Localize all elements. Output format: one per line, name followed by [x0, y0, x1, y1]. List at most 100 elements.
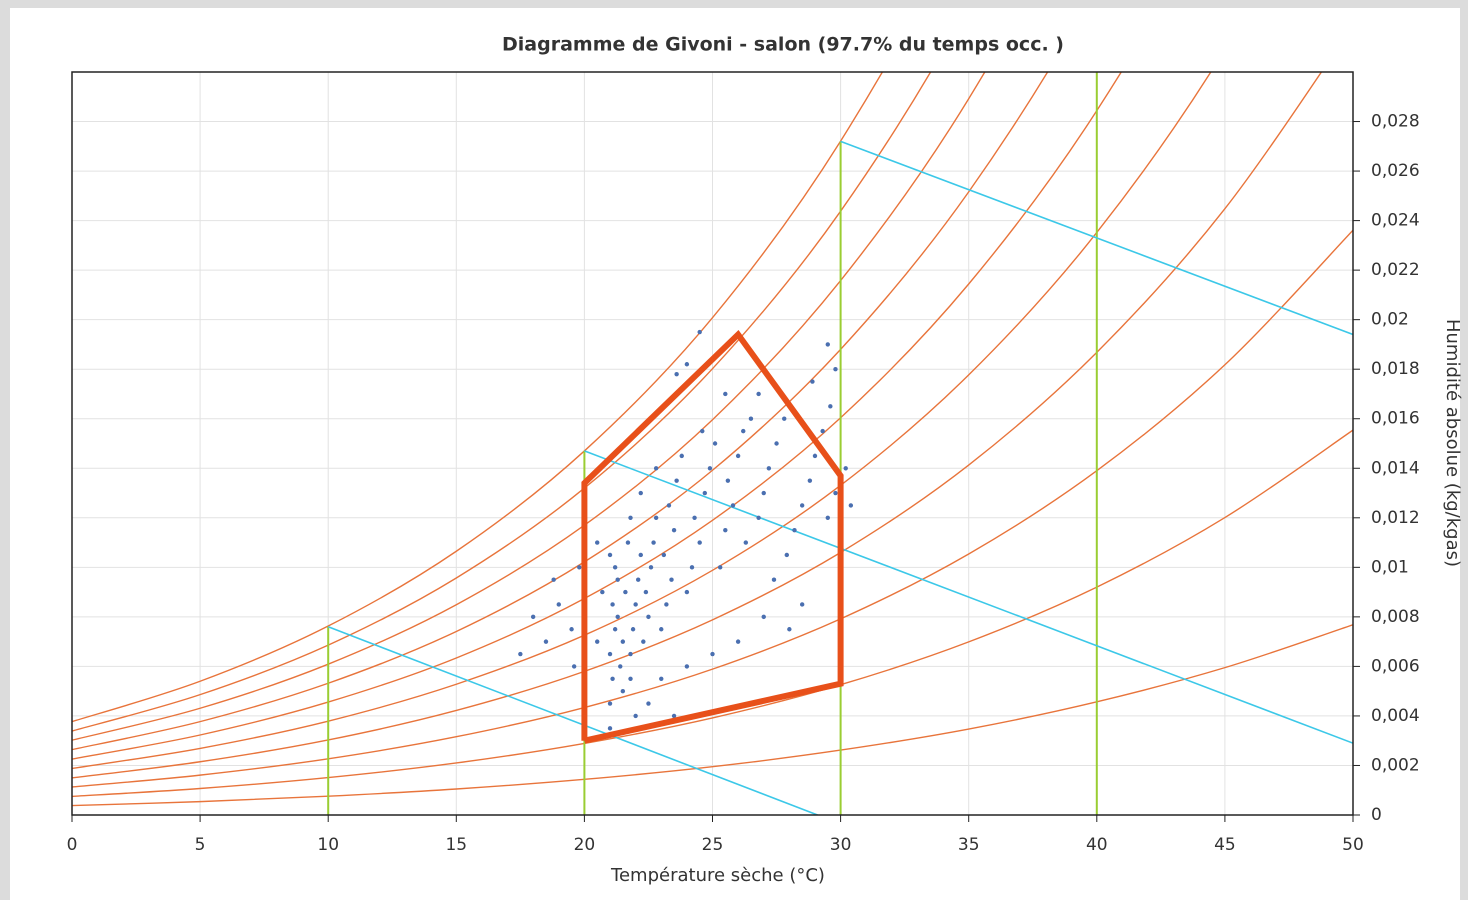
data-point: [630, 627, 636, 632]
y-tick-label: 0,02: [1371, 310, 1409, 330]
data-point: [610, 602, 615, 607]
data-point: [625, 540, 631, 545]
data-point: [659, 627, 664, 632]
data-point: [725, 478, 731, 483]
y-tick-label: 0,012: [1371, 508, 1420, 528]
data-point: [807, 478, 813, 483]
data-point: [833, 490, 838, 496]
data-point: [643, 589, 649, 595]
data-point: [638, 552, 643, 558]
x-tick-label: 50: [1342, 835, 1364, 855]
data-point: [518, 651, 523, 657]
y-tick-label: 0: [1371, 805, 1382, 825]
data-point: [730, 503, 736, 508]
axes: 0 5 10 15 20 25 30 35 40 45 50 0 0,002 0,004 0,006 0,00…: [67, 112, 1420, 855]
data-point: [674, 371, 679, 377]
y-tick-label: 0,016: [1371, 409, 1420, 429]
rh-curve: [72, 624, 1353, 807]
data-point: [825, 515, 830, 520]
data-point: [843, 466, 848, 471]
data-point: [628, 515, 633, 520]
data-point: [712, 441, 718, 446]
data-point: [607, 552, 613, 558]
rh-curve: [72, 72, 884, 723]
data-point: [684, 664, 690, 669]
x-tick-label: 15: [445, 835, 467, 855]
data-point: [615, 577, 620, 582]
data-point: [595, 540, 600, 545]
data-point: [530, 614, 536, 620]
rh-curve: [72, 72, 932, 732]
data-point: [692, 515, 697, 520]
data-point: [551, 577, 556, 582]
data-point: [641, 639, 646, 644]
y-tick-label: 0,002: [1371, 755, 1420, 775]
data-point: [569, 627, 574, 632]
data-point: [595, 639, 600, 644]
rh-curve: [72, 429, 1353, 798]
data-point: [577, 565, 582, 570]
data-point: [792, 527, 797, 533]
rh-curve: [72, 72, 1323, 779]
y-tick-label: 0,014: [1371, 458, 1420, 478]
data-point: [787, 627, 792, 632]
y-tick-label: 0,008: [1371, 607, 1420, 627]
data-point: [761, 490, 766, 496]
data-point: [820, 428, 825, 434]
y-tick-label: 0,026: [1371, 161, 1420, 181]
data-point: [723, 527, 728, 533]
data-point: [607, 651, 613, 657]
x-tick-label: 30: [830, 835, 852, 855]
data-point: [833, 367, 838, 372]
data-point: [653, 466, 659, 471]
data-point: [664, 602, 669, 607]
y-axis-label: Humidité absolue (kg/kgas): [1442, 319, 1463, 567]
data-point: [646, 701, 651, 706]
x-tick-label: 5: [195, 835, 206, 855]
data-point: [828, 404, 833, 409]
data-point: [679, 453, 684, 459]
data-point: [615, 614, 620, 620]
x-tick-label: 35: [958, 835, 980, 855]
data-point: [674, 478, 679, 483]
data-point: [700, 428, 705, 434]
data-point: [702, 490, 708, 496]
data-point: [810, 379, 815, 384]
data-point: [771, 577, 777, 582]
data-point: [766, 466, 772, 471]
data-point: [659, 676, 664, 681]
data-point: [741, 428, 746, 434]
data-point: [543, 639, 549, 644]
comfort-zone: [581, 329, 844, 744]
data-point: [717, 565, 723, 570]
data-point: [756, 391, 761, 397]
data-point: [671, 527, 677, 533]
data-point: [612, 565, 618, 570]
x-axis-label: Température sèche (°C): [610, 865, 825, 886]
data-point: [743, 540, 749, 545]
data-point: [707, 466, 713, 471]
enthalpy-line: [584, 450, 1353, 744]
y-tick-label: 0,006: [1371, 656, 1420, 676]
rh-curve: [72, 72, 1212, 770]
data-point: [571, 664, 577, 669]
data-point: [748, 416, 754, 421]
data-point: [684, 589, 690, 595]
data-point: [646, 614, 651, 620]
data-point: [607, 726, 613, 731]
plot-area: [72, 72, 1353, 815]
data-point: [651, 540, 656, 545]
data-point: [612, 627, 618, 632]
data-point: [556, 602, 561, 607]
data-point: [636, 577, 641, 582]
data-point: [774, 441, 779, 446]
data-point: [628, 676, 633, 681]
enthalpy-line: [327, 626, 818, 815]
data-point: [848, 503, 854, 508]
data-point: [638, 490, 643, 496]
x-tick-label: 25: [702, 835, 724, 855]
data-point: [661, 552, 667, 558]
data-point: [697, 329, 702, 335]
x-tick-label: 0: [67, 835, 78, 855]
